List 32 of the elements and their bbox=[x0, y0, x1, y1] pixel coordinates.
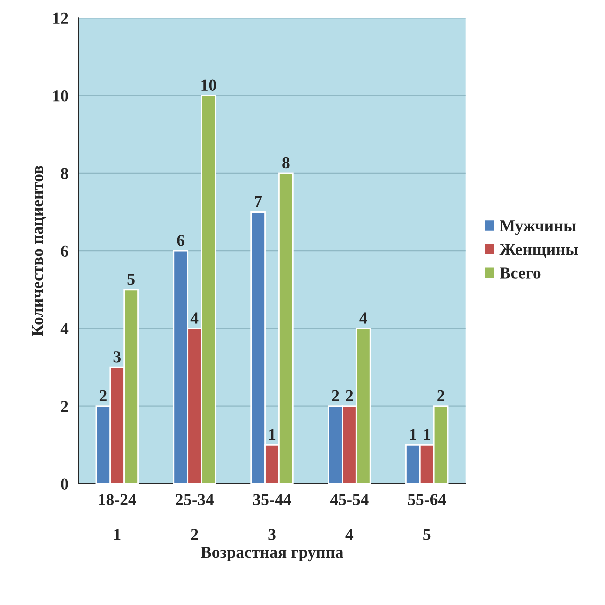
y-axis-title: Количество пациентов bbox=[32, 166, 46, 336]
data-label: 2 bbox=[438, 390, 445, 402]
data-label: 3 bbox=[114, 352, 121, 363]
data-label: 1 bbox=[269, 429, 276, 440]
legend-label: Мужчины bbox=[500, 220, 576, 236]
y-tick-label: 4 bbox=[60, 324, 69, 334]
category-label: 35-44 3 bbox=[253, 494, 292, 540]
data-label: 5 bbox=[128, 274, 135, 286]
data-label: 7 bbox=[255, 196, 262, 208]
data-label: 4 bbox=[190, 312, 199, 324]
y-tick-label: 0 bbox=[61, 478, 68, 490]
category-label: 55-64 5 bbox=[408, 494, 446, 540]
x-axis-title: Возрастная группа bbox=[201, 547, 344, 562]
data-label: 6 bbox=[177, 235, 185, 246]
data-label: 1 bbox=[410, 429, 416, 440]
data-label: 10 bbox=[202, 80, 216, 92]
data-label: 2 bbox=[332, 390, 340, 402]
category-label: 25-34 2 bbox=[176, 494, 214, 540]
data-label: 4 bbox=[360, 312, 368, 324]
y-tick-label: 8 bbox=[61, 168, 68, 180]
legend-label: Всего bbox=[500, 268, 541, 279]
legend-label: Женщины bbox=[500, 244, 578, 258]
data-label: 2 bbox=[100, 390, 107, 402]
y-tick-label: 10 bbox=[54, 90, 68, 102]
category-label: 45-54 4 bbox=[330, 494, 369, 540]
y-tick-label: 2 bbox=[61, 401, 68, 412]
data-label: 2 bbox=[346, 390, 354, 402]
y-tick-label: 12 bbox=[54, 12, 68, 24]
data-label: 8 bbox=[282, 157, 290, 169]
y-tick-label: 6 bbox=[61, 246, 68, 258]
data-label: 1 bbox=[424, 429, 430, 440]
category-label: 18-24 1 bbox=[99, 494, 136, 540]
